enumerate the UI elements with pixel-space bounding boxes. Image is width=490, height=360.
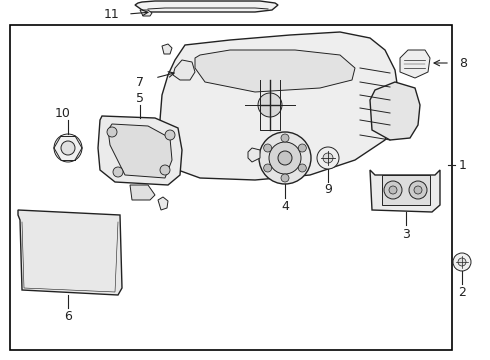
- Polygon shape: [248, 148, 260, 162]
- Circle shape: [258, 93, 282, 117]
- Text: 10: 10: [55, 107, 71, 120]
- Text: 2: 2: [458, 285, 466, 298]
- Circle shape: [281, 174, 289, 182]
- Polygon shape: [370, 82, 420, 140]
- Text: 11: 11: [104, 8, 120, 21]
- Circle shape: [61, 141, 75, 155]
- Polygon shape: [130, 185, 155, 200]
- Circle shape: [384, 181, 402, 199]
- Polygon shape: [162, 44, 172, 54]
- Circle shape: [259, 132, 311, 184]
- Polygon shape: [140, 10, 152, 16]
- Circle shape: [54, 134, 82, 162]
- Circle shape: [409, 181, 427, 199]
- Bar: [382, 175, 430, 205]
- Circle shape: [414, 186, 422, 194]
- Polygon shape: [108, 124, 172, 178]
- Circle shape: [317, 147, 339, 169]
- Polygon shape: [173, 60, 195, 80]
- Circle shape: [298, 164, 306, 172]
- Circle shape: [113, 167, 123, 177]
- Circle shape: [298, 144, 306, 152]
- Polygon shape: [370, 170, 440, 212]
- Text: 9: 9: [324, 183, 332, 195]
- Text: 5: 5: [136, 91, 144, 104]
- Circle shape: [281, 134, 289, 142]
- Circle shape: [165, 130, 175, 140]
- Polygon shape: [195, 50, 355, 92]
- Circle shape: [323, 153, 333, 163]
- Text: 3: 3: [402, 229, 410, 242]
- Circle shape: [160, 165, 170, 175]
- Text: 7: 7: [136, 76, 144, 89]
- Polygon shape: [160, 32, 398, 180]
- Polygon shape: [400, 50, 430, 78]
- Circle shape: [389, 186, 397, 194]
- Text: 6: 6: [64, 310, 72, 323]
- Text: 4: 4: [281, 199, 289, 212]
- Text: 1: 1: [459, 158, 467, 171]
- Circle shape: [458, 258, 466, 266]
- Polygon shape: [135, 1, 278, 12]
- Circle shape: [269, 142, 301, 174]
- Polygon shape: [18, 210, 122, 295]
- Circle shape: [278, 151, 292, 165]
- Circle shape: [453, 253, 471, 271]
- Circle shape: [264, 144, 271, 152]
- Polygon shape: [98, 116, 182, 185]
- Text: 8: 8: [459, 57, 467, 69]
- Circle shape: [264, 164, 271, 172]
- Circle shape: [107, 127, 117, 137]
- Polygon shape: [158, 197, 168, 210]
